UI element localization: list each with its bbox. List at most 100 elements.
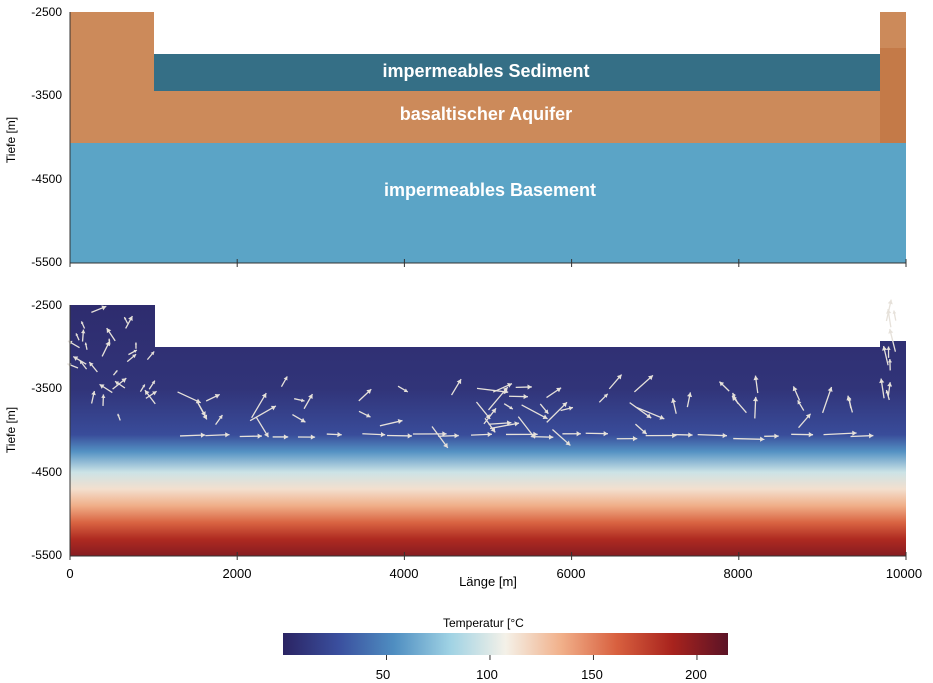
flow-arrow xyxy=(123,316,129,324)
flow-arrow xyxy=(886,346,891,358)
flow-arrow xyxy=(125,315,133,329)
flow-arrow xyxy=(112,377,127,390)
flow-arrow xyxy=(531,434,554,440)
flow-arrow xyxy=(294,398,305,403)
flow-arrow xyxy=(892,310,897,321)
flow-arrow xyxy=(362,431,386,438)
y-tick-label: -5500 xyxy=(31,548,62,562)
flow-arrow xyxy=(326,431,342,438)
flow-arrow xyxy=(249,405,277,422)
flow-arrow xyxy=(552,429,571,446)
flow-arrow xyxy=(358,388,372,402)
model-void-top-right xyxy=(880,305,906,341)
flow-arrow xyxy=(205,393,221,402)
x-tick-label: 0 xyxy=(66,566,73,581)
flow-arrow xyxy=(91,305,107,313)
flow-arrow xyxy=(821,386,833,414)
y-tick-label: -3500 xyxy=(31,88,62,102)
flow-arrow xyxy=(84,342,88,350)
x-tick-label: 2000 xyxy=(223,566,252,581)
flow-arrow xyxy=(560,406,574,412)
y-tick-label: -5500 xyxy=(31,255,62,269)
flow-arrow xyxy=(671,398,677,414)
colorbar-tick-label: 150 xyxy=(581,667,603,682)
flow-vector-field xyxy=(67,299,897,449)
flow-arrow xyxy=(145,390,157,399)
flow-arrow xyxy=(846,395,854,413)
flow-arrow xyxy=(733,436,765,442)
flow-arrow xyxy=(731,395,747,414)
flow-arrow xyxy=(101,394,106,406)
flow-arrow xyxy=(358,410,371,418)
x-axis-label: Länge [m] xyxy=(459,574,517,589)
flow-arrow xyxy=(489,421,520,430)
flow-arrow xyxy=(215,414,223,426)
flow-arrow xyxy=(885,389,890,401)
flow-arrow xyxy=(488,420,512,426)
flow-arrow xyxy=(887,382,893,396)
flow-arrow xyxy=(503,403,514,410)
flow-arrow xyxy=(72,355,87,365)
flow-arrow xyxy=(297,434,316,440)
flow-arrow xyxy=(850,433,874,439)
model-void-top xyxy=(155,305,880,347)
colorbar-title: Temperatur [°C xyxy=(443,616,524,630)
x-tick-marks xyxy=(69,259,907,267)
flow-arrow xyxy=(546,401,568,423)
flow-arrow xyxy=(114,380,126,389)
basement-label: impermeables Basement xyxy=(384,180,596,200)
flow-arrow xyxy=(539,403,549,415)
flow-arrow xyxy=(148,380,156,390)
y-tick-label: -4500 xyxy=(31,172,62,186)
flow-arrow xyxy=(196,400,207,417)
flow-arrow xyxy=(515,384,532,390)
flow-arrow xyxy=(635,423,648,435)
flow-arrow xyxy=(112,369,118,376)
flow-arrow xyxy=(673,432,693,438)
flow-arrow xyxy=(633,374,654,393)
flow-arrow xyxy=(303,393,314,410)
sediment-region xyxy=(154,54,880,91)
flow-arrow xyxy=(134,342,138,349)
flow-arrow xyxy=(608,374,623,390)
colorbar-tick-label: 50 xyxy=(376,667,390,682)
flow-arrow xyxy=(386,433,413,439)
flow-arrow xyxy=(379,419,403,427)
flow-arrow xyxy=(144,389,156,405)
flow-arrow xyxy=(686,392,693,408)
flow-arrow xyxy=(75,333,80,341)
x-tick-label: 10000 xyxy=(886,566,922,581)
flow-arrow xyxy=(99,383,113,394)
flow-arrow xyxy=(117,413,121,421)
y-tick-label: -4500 xyxy=(31,465,62,479)
flow-arrow xyxy=(251,392,267,419)
y-tick-label: -3500 xyxy=(31,381,62,395)
flow-arrow xyxy=(764,433,779,439)
flow-arrow xyxy=(791,432,814,438)
aquifer-right-edge xyxy=(880,48,906,143)
flow-arrow xyxy=(562,431,581,437)
flow-arrow xyxy=(88,361,98,373)
flow-arrow xyxy=(101,341,111,357)
flow-arrow xyxy=(629,402,652,419)
flow-arrow xyxy=(80,321,86,329)
colorbar-tick-label: 100 xyxy=(476,667,498,682)
aquifer-label: basaltischer Aquifer xyxy=(400,104,572,124)
flow-arrow xyxy=(636,406,665,420)
y-axis-label: Tiefe [m] xyxy=(4,407,18,453)
flow-arrow xyxy=(81,329,86,342)
flow-arrow xyxy=(450,378,462,396)
y-axis-label: Tiefe [m] xyxy=(4,117,18,163)
colorbar-ticks xyxy=(385,655,698,660)
flow-arrow xyxy=(470,431,493,437)
flow-arrow xyxy=(718,381,730,392)
flow-arrow xyxy=(585,431,608,437)
flow-arrow xyxy=(521,404,548,420)
flow-arrow xyxy=(106,327,116,342)
colorbar-gradient xyxy=(283,633,728,655)
flow-arrow xyxy=(255,417,270,438)
flow-arrow xyxy=(517,416,536,439)
flow-arrow xyxy=(205,432,230,438)
flow-arrow xyxy=(139,384,146,393)
x-tick-label: 6000 xyxy=(557,566,586,581)
